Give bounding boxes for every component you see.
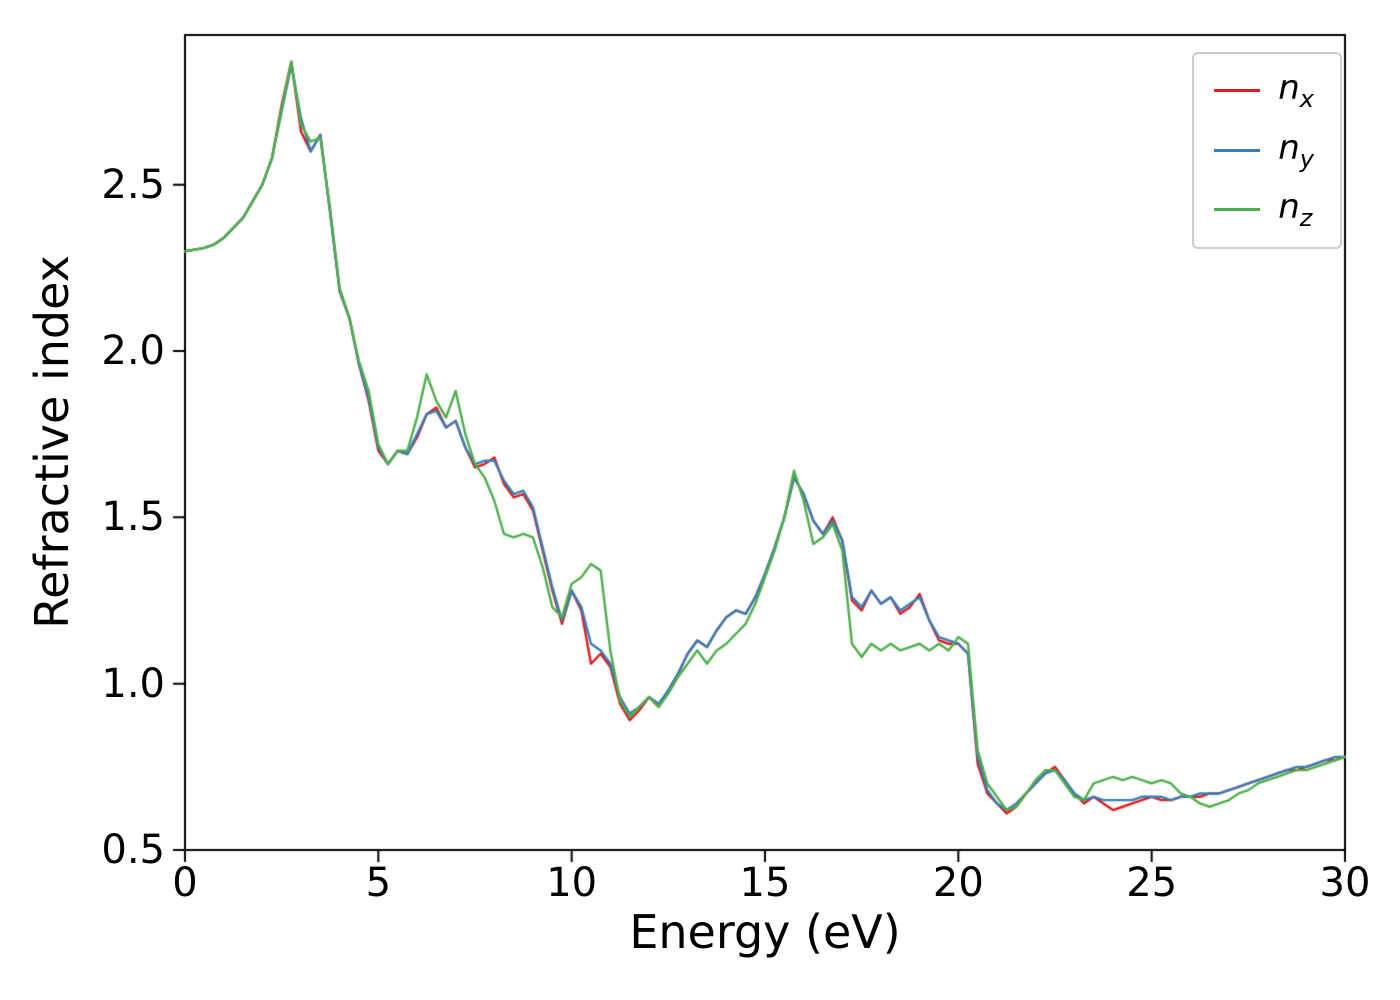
y-tick-label: 0.5	[101, 827, 165, 873]
legend-entry-n_z: nz	[1214, 187, 1314, 233]
x-tick-label: 15	[739, 860, 791, 906]
x-tick-label: 5	[365, 860, 392, 906]
x-axis-label: Energy (eV)	[629, 905, 901, 959]
x-tick-label: 20	[932, 860, 984, 906]
legend-entry-n_x: nx	[1214, 68, 1314, 114]
x-tick-label: 0	[172, 860, 198, 906]
legend-line-swatch	[1214, 89, 1261, 93]
x-tick-label: 30	[1319, 860, 1371, 906]
legend-label: ny	[1278, 127, 1314, 173]
legend: nx ny nz	[1192, 52, 1342, 249]
x-tick-label: 10	[546, 860, 598, 906]
y-axis-label: Refractive index	[25, 255, 79, 629]
legend-line-swatch	[1214, 148, 1261, 152]
y-tick-label: 2.0	[101, 328, 165, 375]
x-tick-label: 25	[1126, 860, 1178, 906]
y-tick-label: 1.5	[101, 494, 165, 541]
legend-label: nz	[1278, 187, 1313, 232]
legend-label: nx	[1278, 68, 1314, 113]
legend-line-swatch	[1214, 208, 1261, 212]
y-tick-label: 2.5	[101, 161, 165, 208]
y-tick-label: 1.0	[101, 660, 165, 707]
legend-entry-n_y: ny	[1214, 128, 1314, 174]
